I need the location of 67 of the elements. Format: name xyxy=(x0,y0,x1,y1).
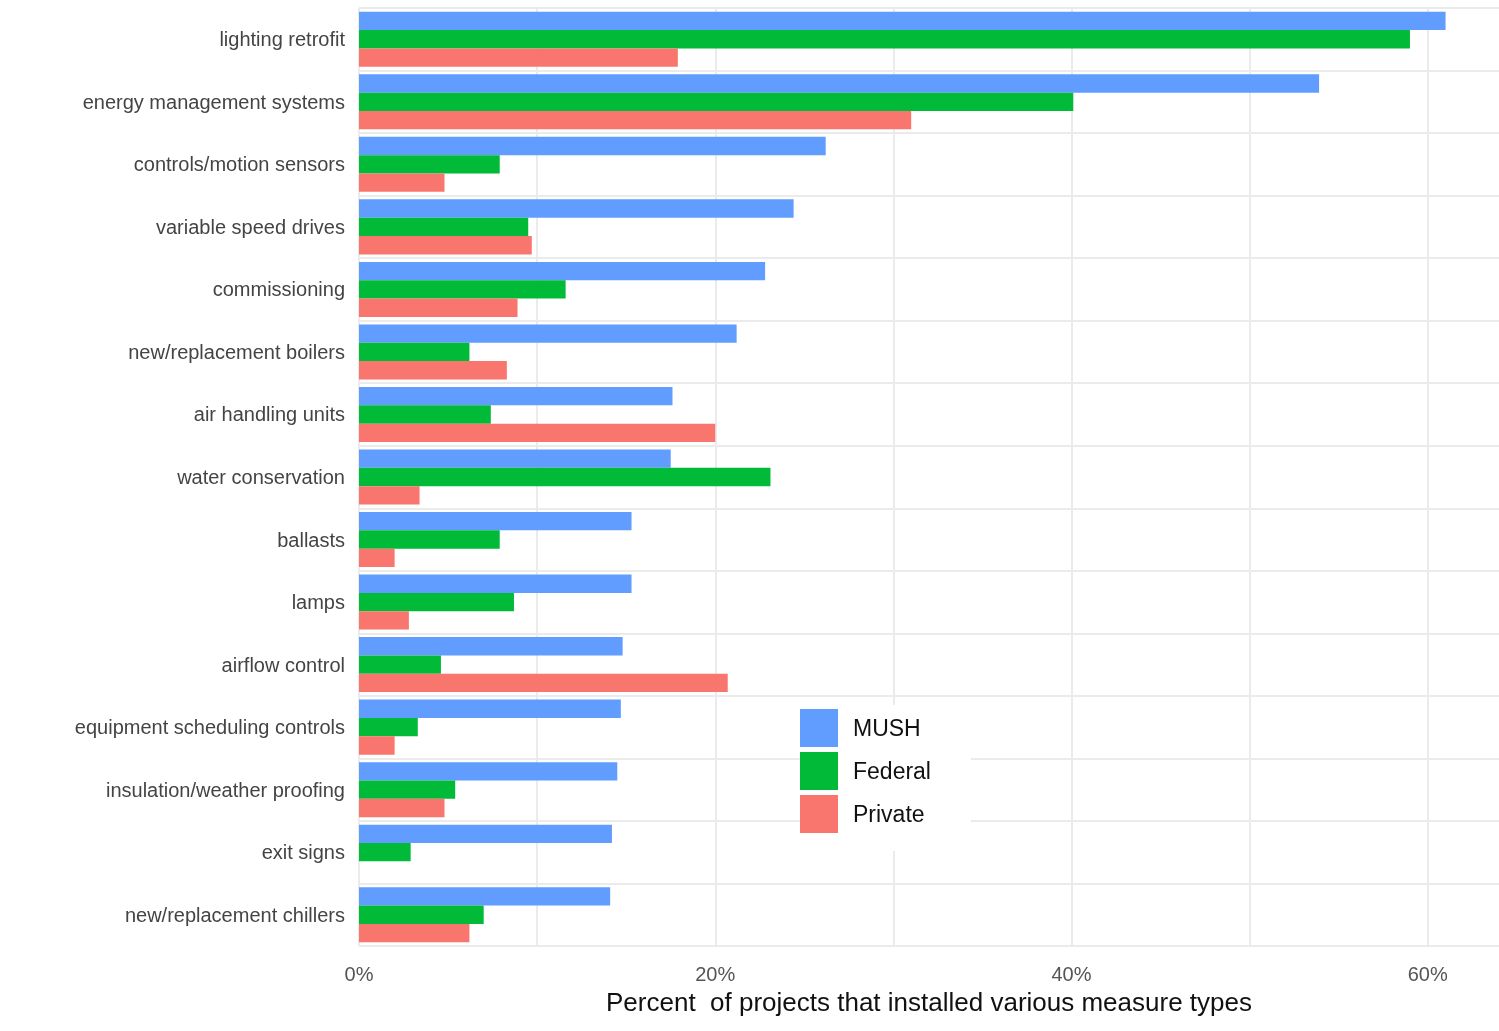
bar xyxy=(359,824,612,844)
bar xyxy=(359,449,671,468)
bar xyxy=(359,155,500,174)
bar xyxy=(359,361,507,380)
x-tick-label: 0% xyxy=(344,963,374,985)
bar xyxy=(359,486,420,505)
y-tick-label: equipment scheduling controls xyxy=(74,716,345,739)
bar xyxy=(359,637,623,656)
y-tick-label: variable speed drives xyxy=(156,215,345,238)
bar xyxy=(359,467,771,487)
bar xyxy=(359,843,411,862)
bar xyxy=(359,173,445,192)
legend-label: Federal xyxy=(853,758,931,784)
bar xyxy=(359,280,566,299)
bar xyxy=(359,30,1410,49)
y-tick-label: lighting retrofit xyxy=(219,28,346,51)
bar xyxy=(359,699,621,718)
bar xyxy=(359,798,445,818)
bar xyxy=(359,405,491,424)
bar xyxy=(359,655,441,674)
bar xyxy=(359,762,618,781)
bar xyxy=(359,11,1446,31)
bar xyxy=(359,74,1320,93)
bar xyxy=(359,512,632,531)
x-axis-title: Percent of projects that installed various measure types xyxy=(606,986,1252,1017)
bar xyxy=(359,548,395,568)
bar xyxy=(359,136,826,156)
bar xyxy=(359,324,737,343)
y-tick-label: exit signs xyxy=(261,841,345,864)
y-tick-label: water conservation xyxy=(176,466,345,488)
x-tick-label: 60% xyxy=(1407,963,1448,985)
bar xyxy=(359,261,766,281)
y-tick-label: lamps xyxy=(291,591,345,614)
y-tick-label: airflow control xyxy=(221,653,345,676)
bar xyxy=(359,574,632,593)
bar xyxy=(359,48,678,67)
y-tick-label: new/replacement boilers xyxy=(128,340,345,363)
y-tick-label: commissioning xyxy=(212,278,345,301)
legend-label: MUSH xyxy=(853,715,921,741)
bar xyxy=(359,199,794,218)
bar xyxy=(359,923,470,943)
bar xyxy=(359,236,532,255)
bar xyxy=(359,530,500,549)
x-tick-label: 40% xyxy=(1051,963,1092,985)
bar xyxy=(359,673,728,693)
legend-label: Private xyxy=(853,801,925,827)
bar xyxy=(359,342,470,362)
bar xyxy=(359,217,529,237)
bar xyxy=(359,92,1074,111)
y-tick-label: insulation/weather proofing xyxy=(105,778,345,801)
bar xyxy=(359,905,484,924)
bar xyxy=(359,736,395,755)
y-tick-label: new/replacement chillers xyxy=(124,903,345,926)
y-tick-label: controls/motion sensors xyxy=(133,153,345,176)
bar xyxy=(359,887,611,906)
bar xyxy=(359,717,418,737)
bar xyxy=(359,386,673,406)
bar xyxy=(359,423,716,442)
bar xyxy=(359,298,518,317)
bar xyxy=(359,611,409,630)
y-tick-label: energy management systems xyxy=(82,90,345,113)
y-tick-label: air handling units xyxy=(193,403,345,426)
x-tick-label: 20% xyxy=(695,963,736,985)
bar xyxy=(359,592,514,612)
y-tick-label: ballasts xyxy=(277,528,345,551)
bar xyxy=(359,780,456,799)
bar xyxy=(359,110,912,130)
